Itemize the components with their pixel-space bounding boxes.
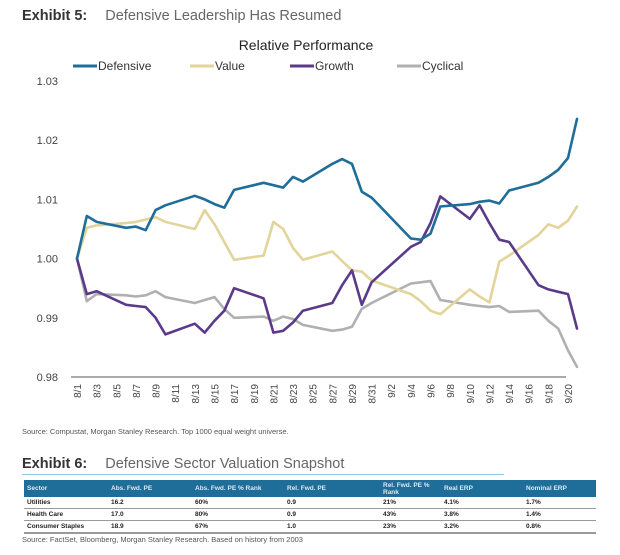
series-line-growth <box>75 195 579 336</box>
x-tick-label: 9/18 <box>544 384 555 404</box>
x-tick-label: 8/29 <box>348 384 359 404</box>
x-tick-label: 8/19 <box>250 384 261 404</box>
x-tick-label: 8/5 <box>112 384 123 398</box>
table-cell: 1.4% <box>523 508 596 521</box>
x-tick-label: 9/2 <box>387 384 398 398</box>
exhibit-5-title: Defensive Leadership Has Resumed <box>105 8 342 24</box>
table-cell: 16.2 <box>108 497 192 509</box>
x-axis: 8/1 8/3 8/5 8/7 8/9 8/11 8/13 8/15 8/17 8/19 8/21 8… <box>73 384 575 404</box>
table-cell: 0.9 <box>284 497 380 509</box>
valuation-table: Sector Abs. Fwd. PE Abs. Fwd. PE % Rank … <box>24 480 596 534</box>
x-tick-label: 8/27 <box>328 384 339 404</box>
table-header-row: Sector Abs. Fwd. PE Abs. Fwd. PE % Rank … <box>24 480 596 497</box>
series-line-defensive <box>75 117 579 260</box>
x-tick-label: 8/13 <box>191 384 202 404</box>
x-tick-label: 8/15 <box>210 384 221 404</box>
y-tick-label: 1.01 <box>37 194 58 206</box>
column-header: Sector <box>24 480 108 497</box>
table-cell: Utilities <box>24 497 108 509</box>
x-tick-label: 8/17 <box>230 384 241 404</box>
table-cell: Health Care <box>24 508 108 521</box>
y-tick-label: 1.02 <box>37 135 58 147</box>
exhibit-5-source: Source: Compustat, Morgan Stanley Resear… <box>22 427 289 436</box>
column-header: Rel. Fwd. PE <box>284 480 380 497</box>
table-cell: 17.0 <box>108 508 192 521</box>
exhibit-6-heading: Exhibit 6: Defensive Sector Valuation Sna… <box>22 456 344 472</box>
x-tick-label: 8/9 <box>152 384 163 398</box>
legend-label: Defensive <box>98 59 152 73</box>
x-tick-label: 9/10 <box>466 384 477 404</box>
legend-label: Cyclical <box>422 59 463 73</box>
table-cell: 0.8% <box>523 520 596 534</box>
y-tick-label: 0.99 <box>37 313 58 325</box>
table-cell: 1.7% <box>523 497 596 509</box>
table-cell: 67% <box>192 520 284 534</box>
exhibit-6-divider <box>22 474 504 475</box>
y-tick-label: 1.00 <box>37 254 58 266</box>
table-cell: 60% <box>192 497 284 509</box>
legend-label: Value <box>215 59 245 73</box>
exhibit-5-number: Exhibit 5: <box>22 8 88 24</box>
x-tick-label: 8/3 <box>93 384 104 398</box>
column-header: Abs. Fwd. PE <box>108 480 192 497</box>
series-lines <box>75 117 579 369</box>
x-tick-label: 9/6 <box>427 384 438 398</box>
chart-legend: Defensive Value Growth Cyclical <box>73 59 463 73</box>
legend-label: Growth <box>315 59 354 73</box>
table-cell: 3.8% <box>441 508 523 521</box>
table-cell: 43% <box>380 508 441 521</box>
column-header: Nominal ERP <box>523 480 596 497</box>
x-tick-label: 9/12 <box>485 384 496 404</box>
table-row: Health Care 17.0 80% 0.9 43% 3.8% 1.4% <box>24 508 596 521</box>
table-cell: 23% <box>380 520 441 534</box>
table-cell: 1.0 <box>284 520 380 534</box>
x-tick-label: 8/7 <box>132 384 143 398</box>
y-tick-label: 0.98 <box>37 372 58 384</box>
column-header: Rel. Fwd. PE % Rank <box>380 480 441 497</box>
exhibit-6-number: Exhibit 6: <box>22 456 88 472</box>
series-line-value <box>75 205 579 316</box>
y-axis: 1.03 1.02 1.01 1.00 0.99 0.98 <box>37 76 58 384</box>
x-tick-label: 8/23 <box>289 384 300 404</box>
x-tick-label: 9/14 <box>505 384 516 404</box>
exhibit-6-title: Defensive Sector Valuation Snapshot <box>105 456 345 472</box>
table-cell: 4.1% <box>441 497 523 509</box>
x-tick-label: 8/11 <box>171 384 182 403</box>
x-tick-label: 8/21 <box>269 384 280 404</box>
table-cell: 3.2% <box>441 520 523 534</box>
chart-title: Relative Performance <box>239 37 374 53</box>
table-cell: 80% <box>192 508 284 521</box>
relative-performance-chart: Relative Performance Defensive Value Growt… <box>37 37 579 404</box>
table-cell: Consumer Staples <box>24 520 108 534</box>
column-header: Real ERP <box>441 480 523 497</box>
exhibit-6-source: Source: FactSet, Bloomberg, Morgan Stanl… <box>22 535 303 544</box>
x-tick-label: 9/8 <box>446 384 457 398</box>
y-tick-label: 1.03 <box>37 76 58 88</box>
x-tick-label: 8/31 <box>368 384 379 404</box>
series-line-cyclical <box>75 257 579 369</box>
table-row: Utilities 16.2 60% 0.9 21% 4.1% 1.7% <box>24 497 596 509</box>
x-tick-label: 9/20 <box>564 384 575 404</box>
column-header: Abs. Fwd. PE % Rank <box>192 480 284 497</box>
x-tick-label: 9/16 <box>525 384 536 404</box>
x-tick-label: 8/1 <box>73 384 84 398</box>
table-cell: 0.9 <box>284 508 380 521</box>
table-cell: 21% <box>380 497 441 509</box>
x-tick-label: 8/25 <box>309 384 320 404</box>
x-tick-label: 9/4 <box>407 384 418 398</box>
exhibit-5-heading: Exhibit 5: Defensive Leadership Has Resum… <box>22 8 341 24</box>
table-cell: 18.9 <box>108 520 192 534</box>
table-row: Consumer Staples 18.9 67% 1.0 23% 3.2% 0… <box>24 520 596 534</box>
